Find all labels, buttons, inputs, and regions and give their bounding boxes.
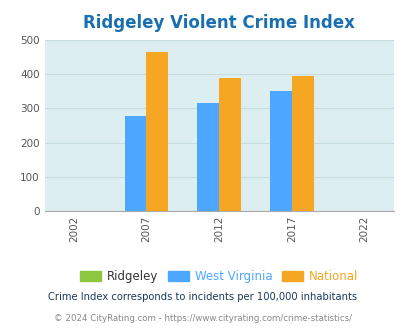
Bar — [124, 116, 146, 211]
Bar — [219, 79, 241, 211]
Bar — [146, 51, 168, 211]
Bar — [197, 103, 219, 211]
Text: © 2024 CityRating.com - https://www.cityrating.com/crime-statistics/: © 2024 CityRating.com - https://www.city… — [54, 314, 351, 323]
Text: Crime Index corresponds to incidents per 100,000 inhabitants: Crime Index corresponds to incidents per… — [48, 292, 357, 302]
Bar — [269, 91, 291, 211]
Title: Ridgeley Violent Crime Index: Ridgeley Violent Crime Index — [83, 15, 354, 32]
Bar — [291, 76, 313, 211]
Legend: Ridgeley, West Virginia, National: Ridgeley, West Virginia, National — [75, 265, 362, 288]
